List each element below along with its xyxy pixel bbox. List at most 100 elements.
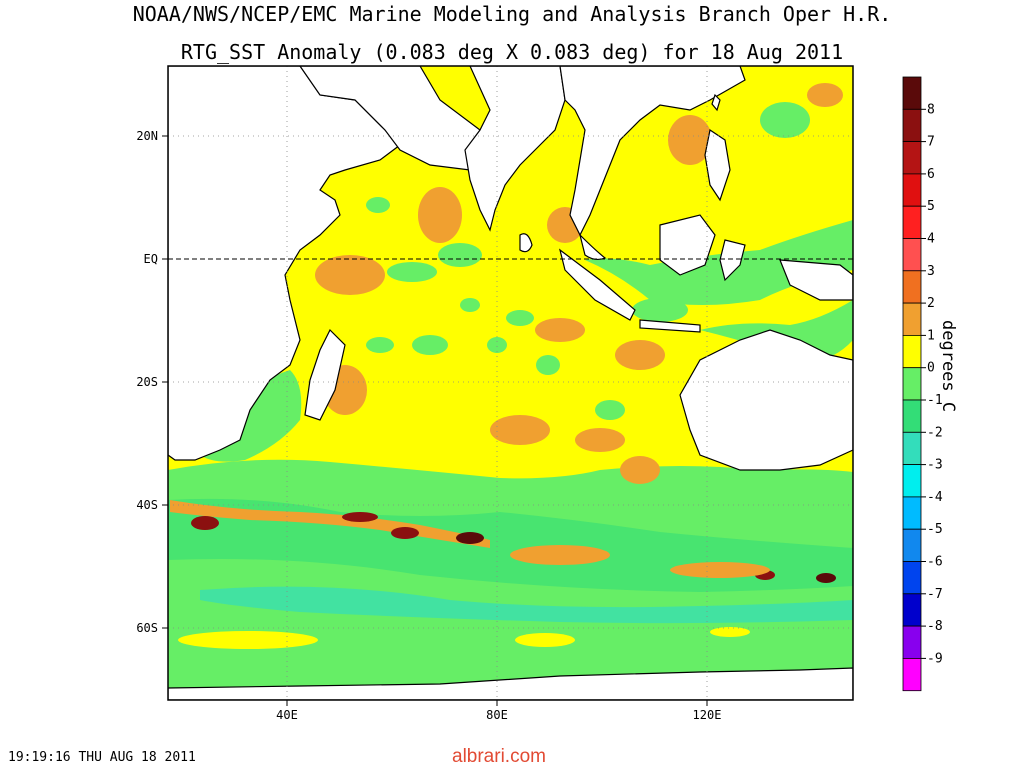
warm-core-3 xyxy=(391,527,419,539)
warm-patch-central-2 xyxy=(615,340,665,370)
colorbar-label: 4 xyxy=(927,232,935,247)
colorbar-label: -6 xyxy=(927,555,943,570)
borneo-land xyxy=(659,214,716,276)
philippines-land xyxy=(704,129,731,202)
warm-patch-south-3 xyxy=(620,456,660,484)
colorbar-label: 7 xyxy=(927,135,935,150)
lat-label: 60S xyxy=(136,621,158,635)
antarctica-land xyxy=(168,667,853,700)
colorbar-swatch xyxy=(902,464,922,498)
lon-labels: 40E 80E 120E xyxy=(276,708,721,722)
warm-core-2 xyxy=(342,512,378,522)
arabia-land xyxy=(299,66,491,171)
colorbar-swatch xyxy=(902,625,922,659)
cool-blob xyxy=(487,337,507,353)
warm-patch-pacific xyxy=(807,83,843,107)
acc-warm-patch-2 xyxy=(670,562,770,578)
colorbar-label: 3 xyxy=(927,264,935,279)
java-land xyxy=(639,319,701,333)
colorbar-label: 5 xyxy=(927,199,935,214)
colorbar-swatch xyxy=(902,173,922,207)
cool-blob xyxy=(460,298,480,312)
colorbar-label: -5 xyxy=(927,522,943,537)
colorbar-swatch xyxy=(902,205,922,239)
warm-core-1 xyxy=(191,516,219,530)
colorbar: 8 7 6 5 4 3 2 1 0 -1 -2 -3 -4 -5 -6 -7 -8 -9 xyxy=(902,76,943,692)
axis-ticks xyxy=(162,135,708,706)
south-yellow-patch-2 xyxy=(515,633,575,647)
colorbar-swatch xyxy=(902,270,922,304)
colorbar-swatch xyxy=(902,431,922,465)
cool-blob xyxy=(366,197,390,213)
lat-label: 20S xyxy=(136,375,158,389)
colorbar-label: -9 xyxy=(927,651,943,666)
lat-label: EQ xyxy=(144,252,158,266)
warm-patch-arabian-2 xyxy=(418,187,462,243)
colorbar-swatch xyxy=(902,238,922,272)
colorbar-label: 6 xyxy=(927,167,935,182)
colorbar-swatch xyxy=(902,399,922,433)
colorbar-label: 0 xyxy=(927,361,935,376)
cool-blob xyxy=(506,310,534,326)
warm-patch-scs xyxy=(668,115,712,165)
new-guinea-land xyxy=(779,259,853,301)
map-title-line2: RTG_SST Anomaly (0.083 deg X 0.083 deg) … xyxy=(180,40,844,64)
colorbar-swatch xyxy=(902,496,922,530)
colorbar-swatch xyxy=(902,528,922,562)
indonesia-cool xyxy=(585,220,853,305)
colorbar-swatch xyxy=(902,367,922,401)
warm-patch-central xyxy=(535,318,585,342)
lon-label: 80E xyxy=(486,708,508,722)
cool-blob xyxy=(412,335,448,355)
cool-blob xyxy=(595,400,625,420)
warm-patch-south-2 xyxy=(575,428,625,452)
warm-patch-south xyxy=(490,415,550,445)
acc-warm-patch xyxy=(510,545,610,565)
map-title-line1: NOAA/NWS/NCEP/EMC Marine Modeling and An… xyxy=(132,2,892,26)
warm-patch-west-eq xyxy=(315,255,385,295)
cool-blob xyxy=(387,262,437,282)
taiwan-land xyxy=(711,93,721,112)
colorbar-title: degrees C xyxy=(938,320,958,413)
colorbar-swatch xyxy=(902,76,922,110)
australia-land xyxy=(679,329,853,471)
colorbar-swatch xyxy=(902,334,922,369)
colorbar-swatch xyxy=(902,658,922,692)
colorbar-swatch xyxy=(902,302,922,336)
colorbar-swatch xyxy=(902,108,922,143)
timor-sea-cool xyxy=(700,300,853,361)
lon-label: 120E xyxy=(693,708,722,722)
land xyxy=(168,66,853,700)
colorbar-label: -7 xyxy=(927,587,943,602)
colorbar-label: -8 xyxy=(927,619,943,634)
lat-labels: 20N EQ 20S 40S 60S xyxy=(136,129,158,635)
sulawesi-land xyxy=(719,239,746,282)
colorbar-label: -3 xyxy=(927,458,943,473)
colorbar-label: 8 xyxy=(927,102,935,117)
south-yellow-patch xyxy=(178,631,318,649)
sri-lanka-land xyxy=(519,233,533,253)
india-land xyxy=(464,66,566,232)
sumatra-land xyxy=(559,248,636,321)
cool-blob xyxy=(536,355,560,375)
lon-label: 40E xyxy=(276,708,298,722)
lat-label: 40S xyxy=(136,498,158,512)
map-plot-area xyxy=(168,66,853,700)
warm-core-4 xyxy=(456,532,484,544)
colorbar-swatch xyxy=(902,593,922,627)
cool-blob xyxy=(438,243,482,267)
colorbar-swatch xyxy=(902,561,922,595)
lat-label: 20N xyxy=(136,129,158,143)
colorbar-label: -1 xyxy=(927,393,943,408)
colorbar-label: 2 xyxy=(927,296,935,311)
southern-teal-band xyxy=(200,586,853,624)
acc-warm-streak xyxy=(170,500,490,548)
timestamp: 19:19:16 THU AUG 18 2011 xyxy=(8,750,196,765)
cool-blob xyxy=(366,337,394,353)
colorbar-label: -2 xyxy=(927,425,943,440)
graticule xyxy=(168,66,853,700)
malay-land xyxy=(578,233,607,261)
cool-blob xyxy=(632,298,688,322)
plot-frame xyxy=(167,65,854,701)
